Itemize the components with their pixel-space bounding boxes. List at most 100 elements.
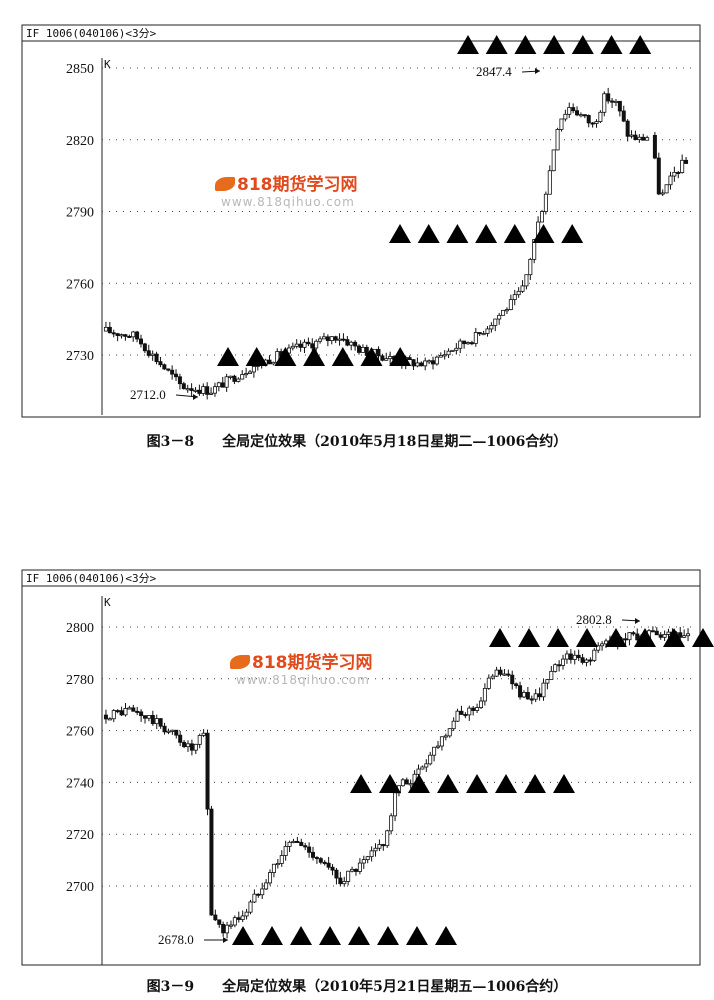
candle-body [209, 808, 214, 916]
candle-body [571, 107, 576, 112]
candle-body [594, 121, 599, 124]
candle-body [442, 354, 447, 357]
candle-body [477, 332, 482, 335]
triangle-marker [389, 224, 411, 243]
flame-logo-icon [230, 655, 250, 669]
candle-body [567, 107, 572, 115]
candle-body [247, 371, 252, 374]
triangle-marker [692, 628, 714, 647]
candle-body [127, 335, 132, 338]
y-tick-label: 2820 [66, 134, 94, 149]
y-tick-label: 2850 [66, 62, 94, 77]
candle-body [166, 368, 171, 371]
candle-body [146, 715, 151, 719]
candle-body [481, 333, 486, 336]
caption-text: 全局定位效果（2010年5月18日星期二—1006合约） [222, 434, 568, 450]
candle-body [298, 343, 303, 348]
candle-body [532, 239, 537, 260]
candle-body [197, 735, 202, 745]
candle-body [434, 356, 439, 365]
candle-body [143, 715, 148, 719]
triangle-marker [634, 628, 656, 647]
triangle-marker [457, 35, 479, 54]
candle-body [407, 357, 412, 361]
candle-body [376, 348, 381, 357]
triangle-marker [514, 35, 537, 54]
candle-body [563, 113, 568, 120]
candle-body [146, 350, 151, 356]
candle-body [462, 340, 467, 345]
candle-body [181, 383, 186, 390]
candle-body [635, 633, 640, 641]
triangle-marker [466, 774, 488, 793]
candle-body [201, 386, 206, 394]
candle-body [497, 314, 502, 320]
flame-logo-icon [215, 177, 235, 191]
candle-body [389, 815, 394, 832]
candle-body [299, 841, 304, 847]
candle-body [668, 175, 673, 186]
candle-body [119, 710, 124, 716]
candle-body [182, 741, 187, 748]
candle-body [290, 345, 295, 349]
candle-body [564, 653, 569, 660]
candle-body [342, 881, 347, 885]
candle-body [107, 718, 112, 721]
candle-body [490, 675, 495, 679]
candle-body [381, 844, 386, 847]
triangle-marker [663, 628, 685, 647]
candle-body [205, 386, 210, 395]
candle-body [314, 857, 319, 860]
candle-body [357, 345, 362, 353]
candle-body [346, 870, 351, 882]
candle-body [103, 326, 108, 332]
candle-body [384, 358, 389, 361]
candle-body [600, 643, 605, 647]
triangle-marker [475, 224, 498, 243]
candle-body [307, 846, 312, 853]
caption-2: 图3－9 全局定位效果（2010年5月21日星期五—1006合约） [0, 976, 714, 996]
candle-body [393, 792, 398, 817]
candle-body [541, 682, 546, 698]
candle-body [446, 350, 451, 356]
candle-body [598, 111, 603, 122]
candle-body [185, 388, 190, 391]
candle-body [447, 728, 452, 737]
candle-body [119, 334, 124, 337]
candle-body [189, 388, 194, 391]
triangle-marker [379, 774, 401, 793]
candle-body [450, 349, 455, 352]
candle-body [220, 382, 225, 388]
candle-body [228, 375, 233, 378]
candle-body [193, 389, 198, 392]
candle-body [489, 325, 494, 330]
candle-body [580, 657, 585, 663]
candle-body [107, 326, 112, 334]
candle-body [338, 877, 343, 885]
candle-body [631, 632, 636, 635]
candle-body [174, 373, 179, 378]
candle-body [512, 294, 517, 300]
candle-body [166, 730, 171, 733]
arrow-head-icon [223, 937, 228, 943]
triangle-marker [495, 774, 517, 793]
candle-body [408, 783, 413, 786]
triangle-marker [605, 628, 627, 647]
candle-body [150, 353, 155, 356]
candle-body [504, 309, 509, 312]
candle-body [228, 924, 233, 927]
candle-body [473, 332, 478, 344]
candle-body [400, 779, 405, 787]
candle-body [666, 631, 671, 635]
candle-body [224, 376, 229, 388]
candle-body [537, 693, 542, 698]
candle-body [232, 917, 237, 926]
candle-body [485, 328, 490, 334]
triangle-marker [543, 35, 566, 54]
y-tick-label: 2760 [66, 277, 94, 292]
candle-body [443, 735, 448, 738]
candle-body [294, 343, 299, 347]
candle-body [596, 645, 601, 651]
candle-body [267, 359, 272, 365]
